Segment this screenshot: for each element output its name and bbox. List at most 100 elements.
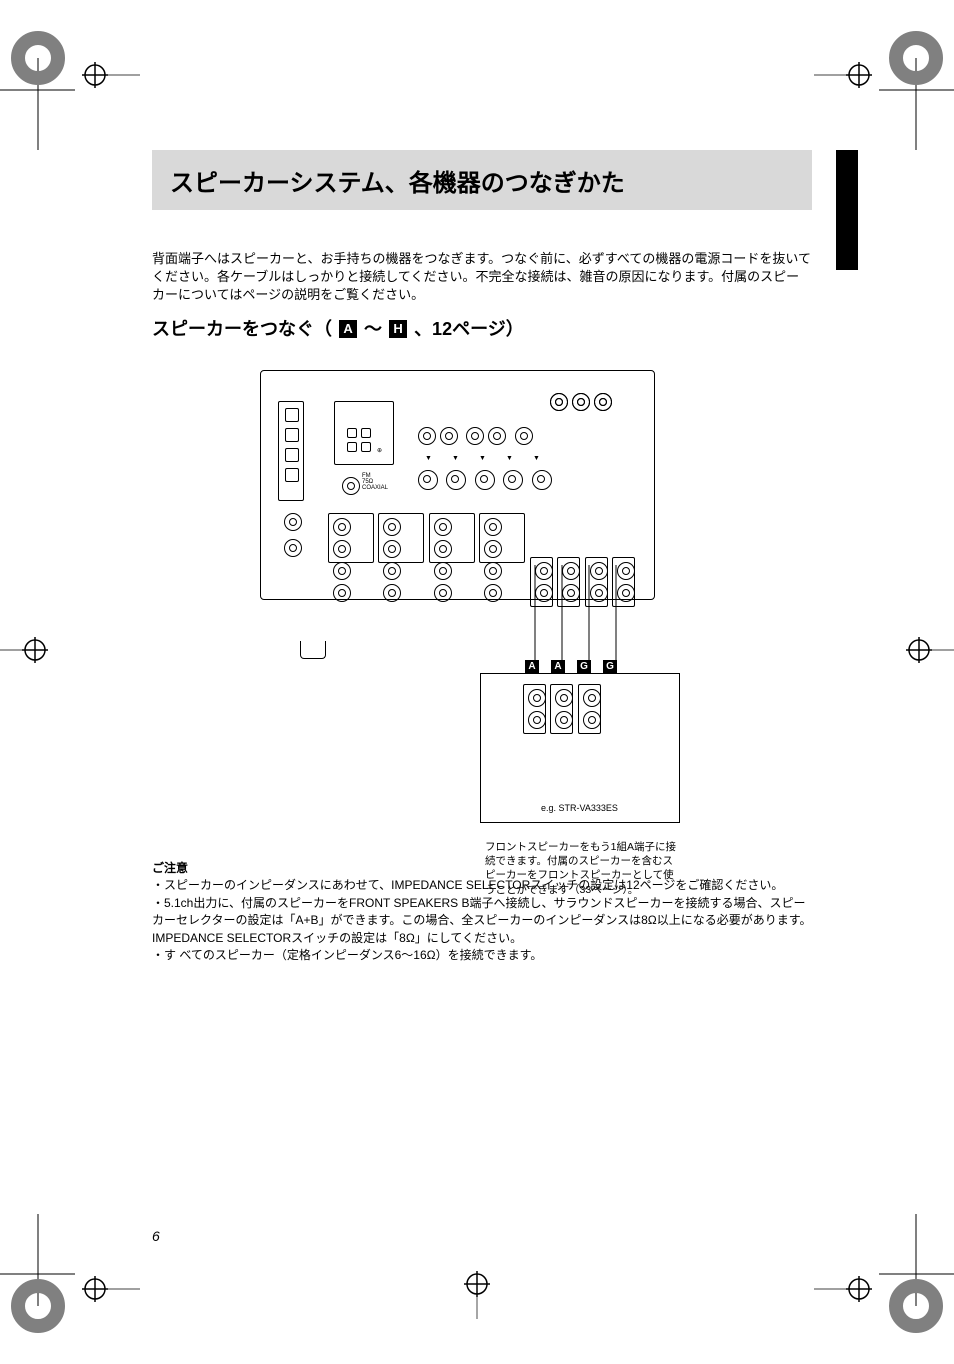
- rca-jack: [434, 540, 452, 558]
- rca-jack: [535, 584, 553, 602]
- crop-mark-bl: [0, 1214, 140, 1334]
- rca-top-strip: [416, 425, 535, 447]
- rca-jack: [594, 393, 612, 411]
- side-tab: [836, 150, 858, 270]
- rca-jack: [440, 427, 458, 445]
- port-icon: [361, 442, 371, 452]
- rca-jack: [418, 470, 438, 490]
- rca-jack: [484, 584, 502, 602]
- port-icon: [285, 408, 299, 422]
- crop-mark-mr: [894, 620, 954, 680]
- rca-jack: [484, 540, 502, 558]
- io-single-3: [585, 557, 608, 607]
- rca-jack: [617, 562, 635, 580]
- rca-jack: [284, 539, 302, 557]
- rca-jack: [383, 540, 401, 558]
- inset-pair: [523, 684, 546, 734]
- rca-jack: [446, 470, 466, 490]
- rca-jack: [555, 689, 573, 707]
- arrow-down-icon: [533, 455, 541, 463]
- inset-caption: e.g. STR-VA333ES: [541, 804, 618, 813]
- rca-jack: [550, 393, 568, 411]
- rca-jack: [572, 393, 590, 411]
- rca-jack: [532, 470, 552, 490]
- receiver-diagram: ⊕ FM75ΩCOAXIAL: [260, 365, 655, 645]
- rca-jack: [555, 711, 573, 729]
- rca-arrow-row: [416, 468, 554, 492]
- rca-jack: [583, 689, 601, 707]
- inset-tag-4: G: [603, 660, 617, 674]
- page-number: 6: [152, 1228, 160, 1244]
- crop-mark-ml: [0, 620, 60, 680]
- rca-jack: [535, 562, 553, 580]
- page-title: スピーカーシステム、各機器のつなぎかた: [170, 163, 625, 198]
- subsection-tilde: 〜: [364, 319, 382, 339]
- arrow-down-icon: [425, 455, 433, 463]
- subsection-heading: スピーカーをつなぐ（ A 〜 H 、12ページ）: [152, 315, 812, 341]
- rca-jack: [434, 518, 452, 536]
- subsection-text-2: 、12ページ）: [414, 319, 524, 339]
- crop-mark-bc: [437, 1259, 517, 1319]
- io-pair: [378, 513, 424, 563]
- crop-mark-br: [814, 1214, 954, 1334]
- arrow-down-icon: [479, 455, 487, 463]
- port-icon: [347, 428, 357, 438]
- antenna-label: ⊕: [377, 448, 382, 454]
- io-single-4: [612, 557, 635, 607]
- port-icon: [285, 428, 299, 442]
- preout-block: [548, 391, 642, 471]
- rca-jack: [515, 427, 533, 445]
- port-icon: [361, 428, 371, 438]
- port-icon: [347, 442, 357, 452]
- rca-jack: [383, 562, 401, 580]
- inset-tag-1: A: [525, 660, 539, 674]
- rca-jack: [590, 584, 608, 602]
- intro-paragraph: 背面端子へはスピーカーと、お手持ちの機器をつなぎます。つなぐ前に、必ずすべての機…: [152, 250, 812, 305]
- rca-jack: [475, 470, 495, 490]
- port-icon: [285, 448, 299, 462]
- rca-jack: [333, 540, 351, 558]
- io-pair: [328, 513, 374, 563]
- rca-jack: [333, 562, 351, 580]
- io-pair: [429, 513, 475, 563]
- arrow-down-icon: [452, 455, 460, 463]
- rca-jack: [383, 518, 401, 536]
- rca-jack: [434, 562, 452, 580]
- tag-a: A: [339, 320, 357, 338]
- rca-jack: [488, 427, 506, 445]
- inset-tag-2: A: [551, 660, 565, 674]
- rca-jack: [590, 562, 608, 580]
- chassis-foot-left: [300, 641, 326, 659]
- io-single-1: [530, 557, 553, 607]
- port-icon: [285, 468, 299, 482]
- io-single-2: [557, 557, 580, 607]
- crop-mark-tr: [814, 30, 954, 150]
- rca-jack: [562, 584, 580, 602]
- audio-io-strip: [328, 513, 635, 607]
- notes-body: ・スピーカーのインピーダンスにあわせて、IMPEDANCE SELECTORスイ…: [152, 878, 812, 962]
- rca-jack: [484, 518, 502, 536]
- rca-jack: [383, 584, 401, 602]
- inset-jacks: [523, 684, 601, 734]
- notes-block: ご注意 ・スピーカーのインピーダンスにあわせて、IMPEDANCE SELECT…: [152, 860, 812, 964]
- rca-jack: [466, 427, 484, 445]
- rca-jack: [528, 689, 546, 707]
- rca-jack: [342, 477, 360, 495]
- tag-h: H: [389, 320, 407, 338]
- rca-jack: [333, 518, 351, 536]
- inset-tag-row: A A G G: [525, 660, 617, 674]
- fm-label: FM75ΩCOAXIAL: [362, 473, 388, 491]
- crop-mark-tl: [0, 30, 140, 150]
- subsection-text-1: スピーカーをつなぐ（: [152, 319, 332, 339]
- rca-jack: [503, 470, 523, 490]
- rca-jack: [284, 513, 302, 531]
- notes-title: ご注意: [152, 861, 188, 875]
- inset-pair: [550, 684, 573, 734]
- rca-jack: [583, 711, 601, 729]
- inset-tag-3: G: [577, 660, 591, 674]
- antenna-block: ⊕: [334, 401, 394, 465]
- rca-jack: [484, 562, 502, 580]
- section-banner: スピーカーシステム、各機器のつなぎかた: [152, 150, 812, 210]
- inset-pair: [578, 684, 601, 734]
- rca-jack: [617, 584, 635, 602]
